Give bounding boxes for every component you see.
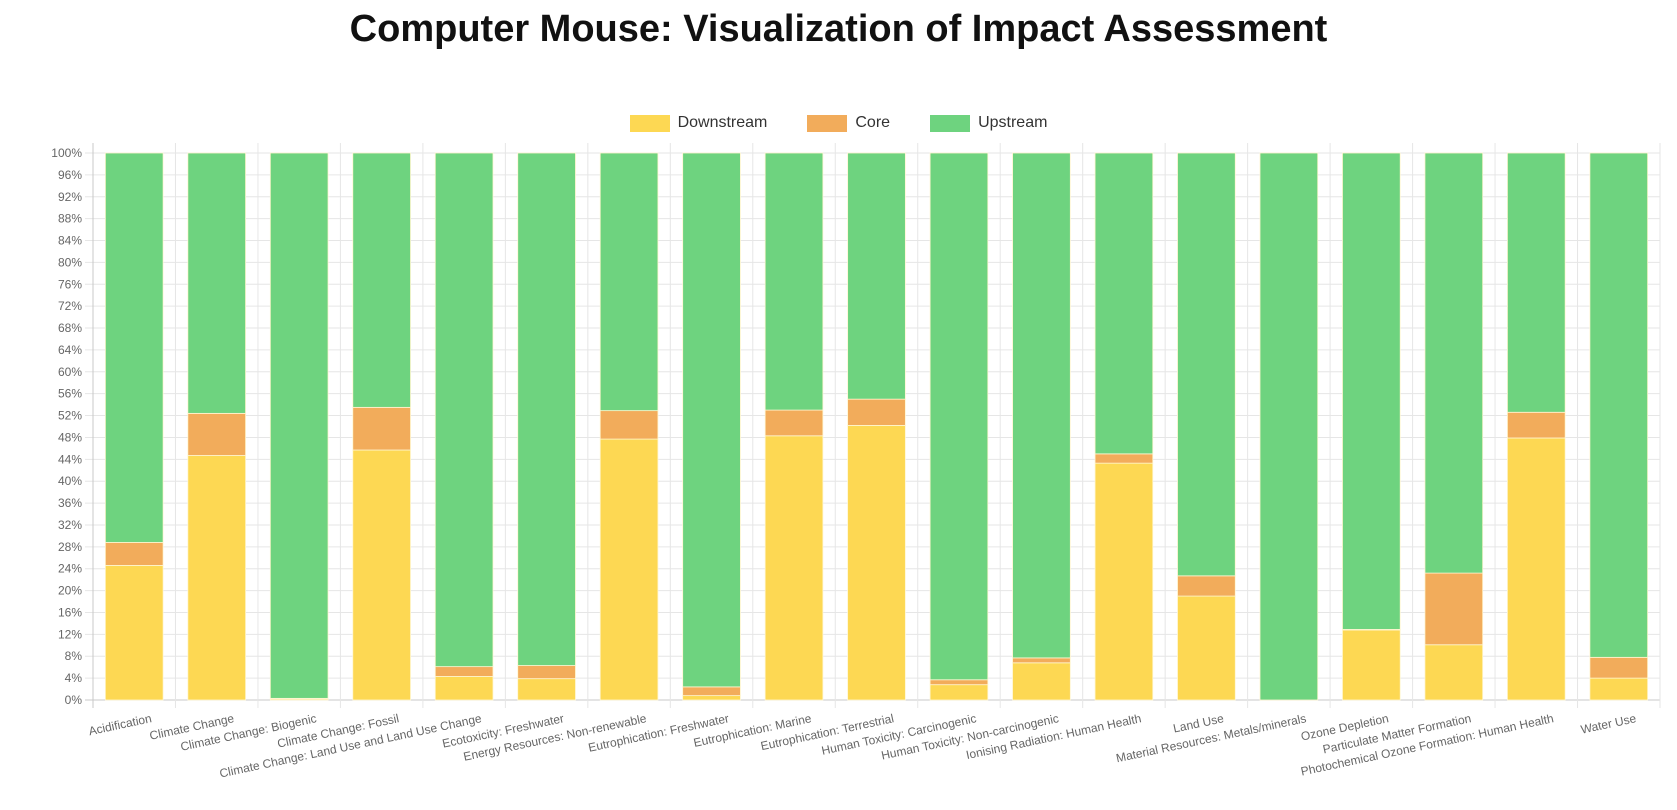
bar-segment-core[interactable]	[599, 410, 659, 440]
bar-segment-upstream[interactable]	[187, 152, 246, 414]
bar-segment-core[interactable]	[847, 398, 906, 426]
bar-segment-upstream[interactable]	[1589, 152, 1649, 658]
bar-segment-upstream[interactable]	[104, 152, 164, 543]
bar-segment-core[interactable]	[434, 666, 494, 677]
bar-segment-downstream[interactable]	[187, 455, 246, 701]
y-tick-label: 12%	[58, 627, 82, 641]
y-tick-label: 60%	[58, 365, 82, 379]
bar-segment-core[interactable]	[352, 406, 411, 451]
bar-segment-core[interactable]	[187, 412, 246, 456]
bar-segment-upstream[interactable]	[1342, 152, 1401, 630]
legend-label: Downstream	[677, 114, 768, 131]
y-tick-label: 96%	[58, 168, 82, 182]
bar-segment-core[interactable]	[1507, 411, 1566, 439]
y-tick-label: 100%	[51, 146, 82, 160]
y-tick-label: 36%	[58, 496, 82, 510]
x-tick-label: Water Use	[1579, 711, 1637, 736]
y-tick-label: 40%	[58, 474, 82, 488]
y-tick-label: 68%	[58, 321, 82, 335]
y-tick-label: 20%	[58, 584, 82, 598]
bar-segment-upstream[interactable]	[847, 152, 906, 400]
bar-segment-core[interactable]	[104, 542, 164, 566]
x-tick-label: Acidification	[87, 711, 153, 738]
bar-segment-upstream[interactable]	[599, 152, 659, 412]
y-tick-label: 0%	[65, 693, 83, 707]
y-tick-label: 24%	[58, 562, 82, 576]
bar-segment-core[interactable]	[1424, 572, 1484, 646]
bar-segment-upstream[interactable]	[1507, 152, 1566, 413]
legend-item-upstream[interactable]: Upstream	[930, 114, 1047, 132]
legend-label: Core	[855, 114, 891, 131]
bar-segment-upstream[interactable]	[1259, 152, 1319, 701]
legend: Downstream Core Upstream	[0, 114, 1677, 132]
chart-title: Computer Mouse: Visualization of Impact …	[349, 8, 1328, 50]
bar-segment-upstream[interactable]	[764, 152, 824, 411]
bar-segment-downstream[interactable]	[599, 438, 659, 701]
bar-segment-core[interactable]	[1589, 656, 1649, 679]
bar-segment-upstream[interactable]	[1177, 152, 1236, 577]
bar-segment-upstream[interactable]	[434, 152, 494, 668]
bar-segment-core[interactable]	[764, 409, 824, 437]
y-tick-label: 16%	[58, 605, 82, 619]
bar-segment-upstream[interactable]	[1094, 152, 1154, 455]
y-tick-label: 56%	[58, 387, 82, 401]
bar-segment-downstream[interactable]	[682, 695, 741, 701]
y-tick-label: 76%	[58, 277, 82, 291]
bar-segment-upstream[interactable]	[682, 152, 741, 688]
bar-segment-downstream[interactable]	[929, 684, 989, 701]
y-tick-label: 32%	[58, 518, 82, 532]
y-tick-label: 92%	[58, 190, 82, 204]
bar-segment-downstream[interactable]	[517, 678, 576, 701]
bar-segment-upstream[interactable]	[517, 152, 576, 666]
y-tick-label: 80%	[58, 255, 82, 269]
bar-segment-downstream[interactable]	[764, 435, 824, 701]
bar-segment-downstream[interactable]	[1507, 437, 1566, 701]
bar-segment-downstream[interactable]	[434, 676, 494, 701]
bar-segment-core[interactable]	[1012, 657, 1071, 664]
bar-segment-downstream[interactable]	[1012, 662, 1071, 701]
bar-segment-upstream[interactable]	[1012, 152, 1071, 659]
bar-segment-upstream[interactable]	[352, 152, 411, 408]
y-tick-label: 8%	[65, 649, 83, 663]
bar-segment-core[interactable]	[1094, 453, 1154, 464]
bar-segment-core[interactable]	[929, 679, 989, 686]
y-tick-label: 28%	[58, 540, 82, 554]
bar-segment-core[interactable]	[517, 665, 576, 680]
bar-segment-downstream[interactable]	[1342, 629, 1401, 701]
bar-segment-core[interactable]	[1177, 575, 1236, 597]
legend-item-downstream[interactable]: Downstream	[629, 114, 768, 132]
legend-swatch	[930, 114, 971, 132]
bar-segment-downstream[interactable]	[1589, 677, 1649, 701]
y-tick-label: 64%	[58, 343, 82, 357]
y-tick-label: 72%	[58, 299, 82, 313]
legend-item-core[interactable]: Core	[807, 114, 890, 132]
y-tick-label: 48%	[58, 430, 82, 444]
y-tick-label: 52%	[58, 409, 82, 423]
legend-label: Upstream	[978, 114, 1048, 131]
bar-segment-downstream[interactable]	[1424, 644, 1484, 701]
bar-segment-downstream[interactable]	[1094, 462, 1154, 701]
legend-swatch	[629, 114, 670, 132]
y-tick-label: 4%	[65, 671, 83, 685]
bar-segment-core[interactable]	[682, 686, 741, 697]
y-tick-label: 84%	[58, 234, 82, 248]
bar-segment-downstream[interactable]	[104, 565, 164, 701]
y-tick-label: 88%	[58, 212, 82, 226]
bar-segment-upstream[interactable]	[269, 152, 329, 699]
bar-segment-upstream[interactable]	[1424, 152, 1484, 574]
legend-swatch	[807, 114, 848, 132]
bar-segment-downstream[interactable]	[352, 449, 411, 701]
bar-segment-downstream[interactable]	[1177, 595, 1236, 701]
y-tick-label: 44%	[58, 452, 82, 466]
bar-segment-downstream[interactable]	[847, 425, 906, 701]
bar-segment-upstream[interactable]	[929, 152, 989, 681]
